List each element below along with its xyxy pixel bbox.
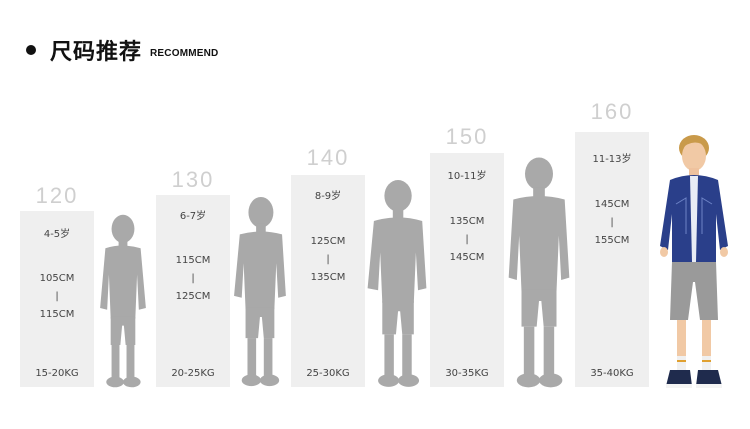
age-range: 11-13岁 (592, 154, 632, 165)
child-silhouette-icon (96, 213, 150, 389)
height-low: 125CM (310, 236, 346, 247)
weight-range: 25-30KG (306, 368, 350, 379)
size-label-130: 130 (171, 167, 215, 192)
height-separator: | (326, 254, 330, 265)
size-card-150: 10-11岁 135CM | 145CM 30-35KG (430, 153, 504, 387)
section-subtitle: RECOMMEND (150, 48, 219, 59)
weight-range: 30-35KG (445, 368, 489, 379)
height-low: 145CM (594, 199, 630, 210)
height-separator: | (465, 234, 469, 245)
height-high: 145CM (449, 252, 485, 263)
height-high: 135CM (310, 272, 346, 283)
size-label-160: 160 (590, 99, 634, 124)
height-high: 115CM (39, 309, 75, 320)
age-range: 10-11岁 (447, 171, 487, 182)
height-separator: | (610, 217, 614, 228)
size-card-120: 4-5岁 105CM | 115CM 15-20KG (20, 211, 94, 387)
height-high: 155CM (594, 235, 630, 246)
child-model-photo (656, 134, 732, 396)
height-separator: | (191, 273, 195, 284)
size-label-140: 140 (306, 145, 350, 170)
weight-range: 20-25KG (171, 368, 215, 379)
bullet-dot-icon (26, 45, 36, 55)
size-label-120: 120 (35, 183, 79, 208)
child-silhouette-icon (230, 196, 288, 388)
size-card-140: 8-9岁 125CM | 135CM 25-30KG (291, 175, 365, 387)
height-separator: | (55, 291, 59, 302)
height-low: 105CM (39, 273, 75, 284)
child-silhouette-icon (504, 156, 574, 390)
child-silhouette-icon (365, 179, 429, 389)
age-range: 4-5岁 (43, 229, 71, 240)
height-high: 125CM (175, 291, 211, 302)
age-range: 8-9岁 (314, 191, 342, 202)
weight-range: 35-40KG (590, 368, 634, 379)
size-card-130: 6-7岁 115CM | 125CM 20-25KG (156, 195, 230, 387)
size-card-160: 11-13岁 145CM | 155CM 35-40KG (575, 132, 649, 387)
section-header: 尺码推荐 RECOMMEND (26, 34, 218, 66)
height-low: 135CM (449, 216, 485, 227)
section-title: 尺码推荐 (50, 40, 143, 65)
height-low: 115CM (175, 255, 211, 266)
age-range: 6-7岁 (179, 211, 207, 222)
size-label-150: 150 (445, 124, 489, 149)
weight-range: 15-20KG (35, 368, 79, 379)
